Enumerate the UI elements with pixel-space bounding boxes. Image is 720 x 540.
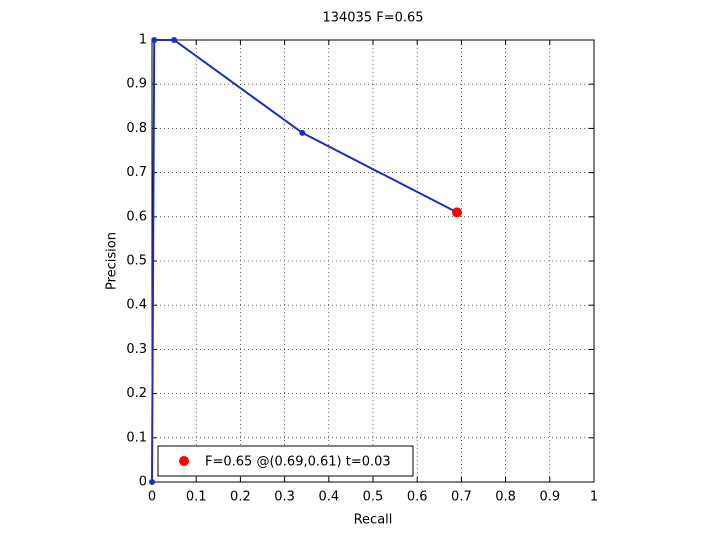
plot-frame xyxy=(151,39,595,483)
y-tick-label: 0.7 xyxy=(126,165,147,180)
y-tick-label: 0.5 xyxy=(126,254,147,269)
y-tick-label: 0.1 xyxy=(126,430,147,445)
curve-point xyxy=(171,37,178,43)
curve-point xyxy=(299,129,306,136)
x-tick-label: 0.4 xyxy=(318,490,339,505)
legend-marker xyxy=(179,456,189,466)
y-tick-label: 0.2 xyxy=(126,386,147,401)
y-tick-label: 0.9 xyxy=(126,77,147,92)
legend-label: F=0.65 @(0.69,0.61) t=0.03 xyxy=(205,455,391,470)
x-tick-label: 0 xyxy=(148,490,156,505)
y-tick-label: 0.6 xyxy=(126,209,147,224)
x-axis-label: Recall xyxy=(354,513,393,528)
legend-box xyxy=(157,445,414,477)
y-tick-label: 0.3 xyxy=(126,342,147,357)
y-tick-label: 0.4 xyxy=(126,298,147,313)
x-tick-label: 0.9 xyxy=(539,490,560,505)
y-tick-label: 0 xyxy=(139,475,147,490)
x-tick-label: 1 xyxy=(590,490,598,505)
x-tick-label: 0.6 xyxy=(407,490,428,505)
chart-title: 134035 F=0.65 xyxy=(322,11,423,26)
y-tick-label: 1 xyxy=(139,33,147,48)
best-point xyxy=(451,207,462,218)
curve-point xyxy=(149,479,155,485)
y-tick-label: 0.8 xyxy=(126,121,147,136)
x-tick-label: 0.3 xyxy=(274,490,295,505)
x-tick-label: 0.8 xyxy=(495,490,516,505)
x-tick-label: 0.5 xyxy=(363,490,384,505)
curve-point xyxy=(151,37,158,43)
x-tick-label: 0.7 xyxy=(451,490,472,505)
x-tick-label: 0.1 xyxy=(186,490,207,505)
x-tick-label: 0.2 xyxy=(230,490,251,505)
y-axis-label: Precision xyxy=(105,232,120,290)
